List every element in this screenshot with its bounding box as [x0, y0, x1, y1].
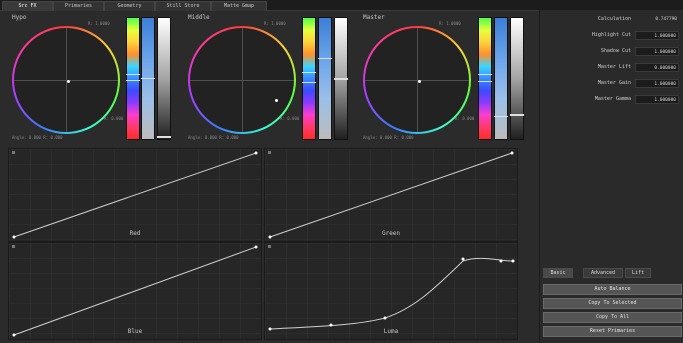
wheel-note-top: R: 1.0000	[264, 21, 286, 26]
hypo-wheel-panel: Hypo R: 1.0000 A: 0.000 Angle: 0.000 R: …	[0, 10, 180, 144]
color-wheel[interactable]	[12, 26, 120, 134]
hue-slider[interactable]	[126, 17, 140, 140]
tab-bar: Src FX Primaries Geometry Still Store Ma…	[0, 0, 683, 11]
master-wheel-panel: Master R: 1.0000 A: 0.000 Angle: 0.000 R…	[357, 10, 537, 144]
wheel-readout: Angle: 0.000 R: 0.000	[363, 135, 414, 140]
master-gamma-row: Master Gamma 1.000000	[540, 94, 683, 105]
graph-label: Green	[381, 230, 401, 237]
master-gain-label: Master Gain	[597, 80, 631, 86]
highlight-cut-field[interactable]: 1.000000	[635, 31, 679, 40]
copy-to-selected-button[interactable]: Copy To Selected	[543, 298, 682, 309]
red-curve-graph[interactable]: Red	[8, 148, 262, 242]
blue-curve-graph[interactable]: Blue	[8, 242, 262, 340]
shadow-cut-field[interactable]: 1.000000	[635, 47, 679, 56]
green-curve[interactable]	[265, 149, 517, 241]
color-wheel[interactable]	[188, 26, 296, 134]
master-gain-row: Master Gain 1.000000	[540, 78, 683, 89]
subtab-advanced[interactable]: Advanced	[583, 268, 623, 278]
wheel-title: Hypo	[12, 14, 27, 21]
master-gain-field[interactable]: 1.000000	[635, 79, 679, 88]
wheel-handle[interactable]	[67, 80, 70, 83]
mode-subtabs: Basic Advanced Lift	[543, 268, 683, 278]
saturation-slider[interactable]	[318, 17, 332, 140]
wheel-readout: Angle: 0.000 R: 0.000	[188, 135, 239, 140]
subtab-basic[interactable]: Basic	[543, 268, 573, 278]
master-lift-row: Master Lift 0.000000	[540, 62, 683, 73]
luminance-slider[interactable]	[157, 17, 171, 140]
master-gamma-field[interactable]: 1.000000	[635, 95, 679, 104]
graph-label: Luma	[383, 328, 399, 335]
color-wheel[interactable]	[363, 26, 471, 134]
tab-still-store[interactable]: Still Store	[155, 1, 211, 11]
master-gamma-label: Master Gamma	[594, 96, 631, 102]
hue-slider[interactable]	[302, 17, 316, 140]
wheel-handle[interactable]	[418, 80, 421, 83]
calculation-value: 0.747790	[655, 17, 677, 22]
copy-to-all-button[interactable]: Copy To All	[543, 312, 682, 323]
luma-curve-graph[interactable]: Luma	[264, 242, 518, 340]
hue-slider[interactable]	[478, 17, 492, 140]
graph-label: Red	[129, 230, 141, 237]
luma-curve[interactable]	[265, 243, 517, 339]
shadow-cut-label: Shadow Cut	[600, 48, 631, 54]
wheel-note-top: R: 1.0000	[88, 21, 110, 26]
wheel-readout: Angle: 0.000 R: 0.000	[12, 135, 63, 140]
wheel-note-top: R: 1.0000	[439, 21, 461, 26]
graph-label: Blue	[127, 328, 143, 335]
wheel-title: Master	[363, 14, 385, 21]
master-lift-label: Master Lift	[597, 64, 631, 70]
blue-curve[interactable]	[9, 243, 261, 339]
shadow-cut-row: Shadow Cut 1.000000	[540, 46, 683, 57]
wheel-note-right: A: 0.000	[455, 116, 475, 121]
highlight-cut-row: Highlight Cut 1.000000	[540, 30, 683, 41]
calculation-row: Calculation 0.747790	[540, 14, 683, 25]
tab-src-fx[interactable]: Src FX	[2, 1, 53, 11]
wheel-handle[interactable]	[275, 99, 278, 102]
wheel-note-right: A: 0.000	[104, 116, 124, 121]
saturation-slider[interactable]	[494, 17, 508, 140]
red-curve[interactable]	[9, 149, 261, 241]
luminance-slider[interactable]	[510, 17, 524, 140]
subtab-lift[interactable]: Lift	[625, 268, 651, 278]
saturation-slider[interactable]	[141, 17, 155, 140]
highlight-cut-label: Highlight Cut	[591, 32, 631, 38]
calculation-label: Calculation	[597, 16, 631, 22]
auto-balance-button[interactable]: Auto Balance	[543, 284, 682, 295]
master-lift-field[interactable]: 0.000000	[635, 63, 679, 72]
reset-primaries-button[interactable]: Reset Primaries	[543, 326, 682, 337]
middle-wheel-panel: Middle R: 1.0000 A: 0.000 Angle: 0.000 R…	[180, 10, 360, 144]
wheel-title: Middle	[188, 14, 210, 21]
tab-primaries[interactable]: Primaries	[53, 1, 104, 11]
green-curve-graph[interactable]: Green	[264, 148, 518, 242]
tab-geometry[interactable]: Geometry	[104, 1, 155, 11]
wheel-note-right: A: 0.000	[280, 116, 300, 121]
luminance-slider[interactable]	[334, 17, 348, 140]
tab-matte-gmap[interactable]: Matte Gmap	[211, 1, 267, 11]
